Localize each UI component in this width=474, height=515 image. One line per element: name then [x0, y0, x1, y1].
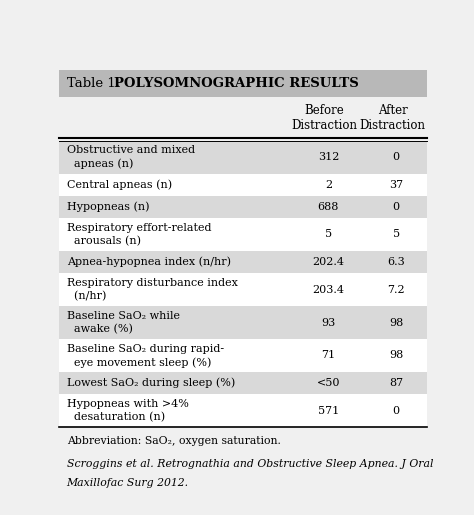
Text: 203.4: 203.4: [312, 285, 344, 295]
Text: Lowest SaO₂ during sleep (%): Lowest SaO₂ during sleep (%): [66, 377, 235, 388]
Text: 0: 0: [393, 406, 400, 416]
FancyBboxPatch shape: [59, 306, 427, 339]
Text: Baseline SaO₂ while: Baseline SaO₂ while: [66, 311, 180, 321]
FancyBboxPatch shape: [59, 372, 427, 394]
Text: 5: 5: [393, 230, 400, 239]
Text: 93: 93: [321, 318, 336, 328]
FancyBboxPatch shape: [59, 70, 427, 97]
FancyBboxPatch shape: [59, 174, 427, 196]
Text: apneas (n): apneas (n): [66, 159, 133, 169]
Text: 202.4: 202.4: [312, 257, 344, 267]
Text: Apnea-hypopnea index (n/hr): Apnea-hypopnea index (n/hr): [66, 257, 230, 267]
Text: 312: 312: [318, 152, 339, 162]
Text: Before
Distraction: Before Distraction: [292, 104, 358, 131]
Text: Respiratory effort-related: Respiratory effort-related: [66, 222, 211, 233]
Text: arousals (n): arousals (n): [66, 236, 141, 247]
FancyBboxPatch shape: [59, 218, 427, 251]
Text: Abbreviation: SaO₂, oxygen saturation.: Abbreviation: SaO₂, oxygen saturation.: [66, 436, 281, 446]
Text: 87: 87: [389, 378, 403, 388]
FancyBboxPatch shape: [59, 196, 427, 218]
Text: Maxillofac Surg 2012.: Maxillofac Surg 2012.: [66, 478, 189, 488]
Text: 688: 688: [318, 202, 339, 212]
FancyBboxPatch shape: [59, 251, 427, 273]
FancyBboxPatch shape: [59, 273, 427, 306]
Text: 98: 98: [389, 350, 403, 360]
Text: POLYSOMNOGRAPHIC RESULTS: POLYSOMNOGRAPHIC RESULTS: [114, 77, 358, 90]
Text: 571: 571: [318, 406, 339, 416]
Text: Central apneas (n): Central apneas (n): [66, 179, 172, 190]
Text: 5: 5: [325, 230, 332, 239]
Text: (n/hr): (n/hr): [66, 291, 106, 302]
Text: Hypopneas (n): Hypopneas (n): [66, 202, 149, 212]
Text: eye movement sleep (%): eye movement sleep (%): [66, 357, 211, 368]
Text: Baseline SaO₂ during rapid-: Baseline SaO₂ during rapid-: [66, 344, 224, 354]
FancyBboxPatch shape: [59, 394, 427, 427]
FancyBboxPatch shape: [59, 141, 427, 174]
Text: 98: 98: [389, 318, 403, 328]
FancyBboxPatch shape: [59, 339, 427, 372]
Text: Hypopneas with >4%: Hypopneas with >4%: [66, 399, 189, 409]
Text: 0: 0: [393, 152, 400, 162]
Text: Respiratory disturbance index: Respiratory disturbance index: [66, 278, 237, 288]
FancyBboxPatch shape: [59, 97, 427, 139]
Text: <50: <50: [317, 378, 340, 388]
Text: 37: 37: [389, 180, 403, 190]
Text: desaturation (n): desaturation (n): [66, 412, 165, 423]
Text: Table 1.: Table 1.: [66, 77, 124, 90]
Text: After
Distraction: After Distraction: [360, 104, 426, 131]
Text: 6.3: 6.3: [387, 257, 405, 267]
Text: awake (%): awake (%): [66, 324, 132, 335]
Text: Obstructive and mixed: Obstructive and mixed: [66, 145, 195, 156]
Text: 2: 2: [325, 180, 332, 190]
Text: 7.2: 7.2: [387, 285, 405, 295]
Text: 71: 71: [321, 350, 336, 360]
Text: Scroggins et al. Retrognathia and Obstructive Sleep Apnea. J Oral: Scroggins et al. Retrognathia and Obstru…: [66, 459, 433, 469]
Text: 0: 0: [393, 202, 400, 212]
